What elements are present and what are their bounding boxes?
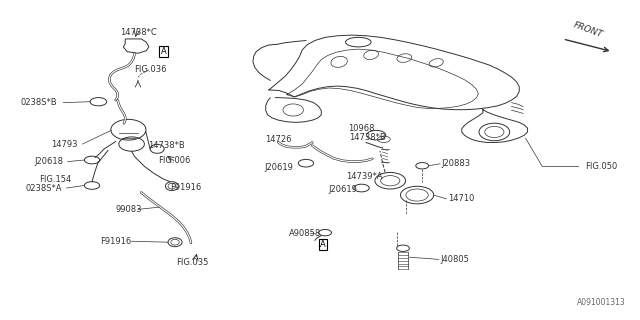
Text: 14738*B: 14738*B xyxy=(148,141,185,150)
Text: J20619: J20619 xyxy=(264,163,293,172)
Text: FIG.036: FIG.036 xyxy=(134,65,167,74)
Text: 14710: 14710 xyxy=(448,194,474,204)
Text: 99083: 99083 xyxy=(115,205,141,214)
Text: FIG.154: FIG.154 xyxy=(39,175,71,184)
Text: 0238S*A: 0238S*A xyxy=(26,184,62,193)
Text: J20618: J20618 xyxy=(34,157,63,166)
Text: FIG.050: FIG.050 xyxy=(585,162,617,171)
Text: F91916: F91916 xyxy=(100,237,131,246)
Text: F91916: F91916 xyxy=(170,183,202,192)
Text: J20619: J20619 xyxy=(328,185,356,194)
Text: J20883: J20883 xyxy=(442,159,470,168)
Text: 0238S*B: 0238S*B xyxy=(20,98,58,107)
Text: FRONT: FRONT xyxy=(572,20,604,40)
Text: 14793: 14793 xyxy=(51,140,78,148)
Text: A: A xyxy=(320,240,326,249)
Text: 14738*B: 14738*B xyxy=(349,133,387,142)
Text: A90858: A90858 xyxy=(289,229,321,238)
Text: 14739*A: 14739*A xyxy=(346,172,383,181)
Text: 14738*C: 14738*C xyxy=(120,28,156,37)
Text: A091001313: A091001313 xyxy=(577,298,625,307)
Text: J40805: J40805 xyxy=(440,255,469,264)
Text: 14726: 14726 xyxy=(265,135,292,144)
Text: FIG.006: FIG.006 xyxy=(158,156,191,165)
Text: 10968: 10968 xyxy=(348,124,375,132)
Text: A: A xyxy=(161,47,166,56)
Text: FIG.035: FIG.035 xyxy=(176,258,209,267)
